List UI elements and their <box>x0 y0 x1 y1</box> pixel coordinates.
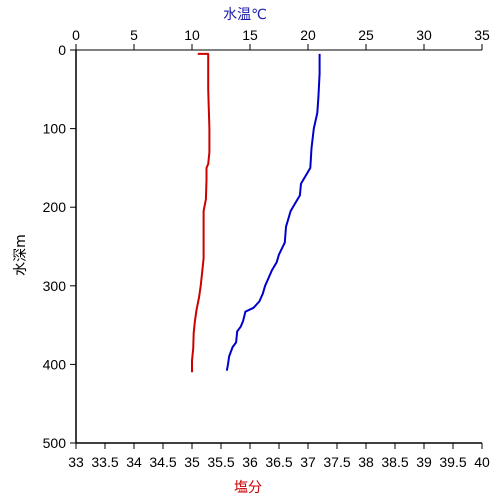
left-tick-label: 200 <box>43 199 67 215</box>
bottom-tick-label: 35.5 <box>207 454 234 470</box>
bottom-tick-label: 39 <box>416 454 432 470</box>
bottom-axis-ticks: 33 33.5 34 34.5 35 35.5 36 36.5 37 37.5 38 38.5 39 39… <box>68 443 490 470</box>
bottom-tick-label: 34.5 <box>149 454 176 470</box>
top-tick-label: 35 <box>474 27 490 43</box>
bottom-tick-label: 34 <box>126 454 142 470</box>
bottom-tick-label: 38.5 <box>381 454 408 470</box>
top-tick-label: 5 <box>130 27 138 43</box>
bottom-tick-label: 37 <box>300 454 316 470</box>
left-axis-ticks: 0 100 200 300 400 500 <box>43 42 76 451</box>
top-tick-label: 20 <box>300 27 316 43</box>
top-tick-label: 0 <box>72 27 80 43</box>
top-tick-label: 30 <box>416 27 432 43</box>
top-tick-label: 10 <box>184 27 200 43</box>
left-tick-label: 400 <box>43 356 67 372</box>
bottom-axis-title: 塩分 <box>234 480 262 496</box>
series-layer <box>191 52 321 373</box>
bottom-tick-label: 36 <box>242 454 258 470</box>
top-axis-ticks: 0 5 10 15 20 25 30 35 <box>72 27 490 50</box>
bottom-tick-label: 33 <box>68 454 84 470</box>
left-tick-label: 500 <box>43 435 67 451</box>
temperature-profile-line <box>225 53 321 371</box>
bottom-tick-label: 35 <box>184 454 200 470</box>
left-tick-label: 300 <box>43 278 67 294</box>
left-tick-label: 0 <box>58 42 66 58</box>
left-tick-label: 100 <box>43 121 67 137</box>
bottom-tick-label: 37.5 <box>323 454 350 470</box>
bottom-tick-label: 38 <box>358 454 374 470</box>
left-axis-title: 水深m <box>13 234 29 276</box>
salinity-profile-line <box>191 52 211 373</box>
bottom-tick-label: 39.5 <box>439 454 466 470</box>
bottom-tick-label: 36.5 <box>265 454 292 470</box>
top-tick-label: 15 <box>242 27 258 43</box>
bottom-tick-label: 33.5 <box>91 454 118 470</box>
bottom-tick-label: 40 <box>474 454 490 470</box>
top-axis-title: 水温℃ <box>223 7 267 23</box>
plot-area <box>76 50 482 443</box>
top-tick-label: 25 <box>358 27 374 43</box>
